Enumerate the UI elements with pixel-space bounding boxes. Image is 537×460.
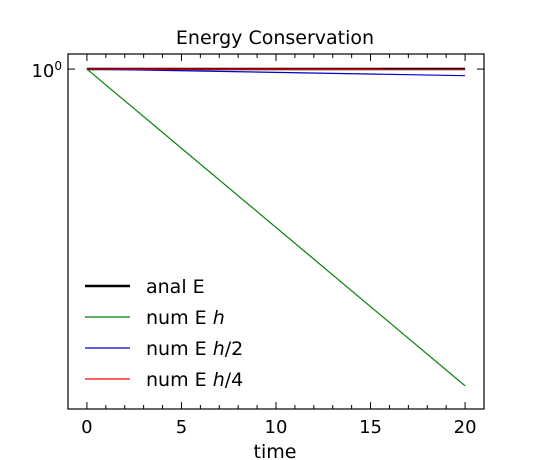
series-line-2 bbox=[86, 68, 466, 77]
series-lines-group bbox=[86, 67, 466, 387]
x-tick-label-0: 0 bbox=[81, 417, 92, 438]
x-tick-label-3: 15 bbox=[359, 417, 382, 438]
legend-label-0: anal E bbox=[146, 276, 205, 298]
legend-label-3: num E h/4 bbox=[146, 369, 243, 391]
x-axis-label: time bbox=[254, 441, 297, 460]
x-tick-label-4: 20 bbox=[454, 417, 477, 438]
chart-title: Energy Conservation bbox=[176, 27, 374, 49]
x-tick-label-2: 10 bbox=[265, 417, 288, 438]
x-tick-labels-group: 0 5 10 15 20 bbox=[81, 417, 476, 438]
legend-label-1: num E h bbox=[146, 307, 225, 329]
series-line-1 bbox=[86, 68, 466, 387]
legend: anal E num E h num E h/2 num E h/4 bbox=[85, 276, 243, 391]
x-tick-label-1: 5 bbox=[176, 417, 187, 438]
x-ticks-group bbox=[67, 54, 485, 409]
legend-label-2: num E h/2 bbox=[146, 338, 243, 360]
